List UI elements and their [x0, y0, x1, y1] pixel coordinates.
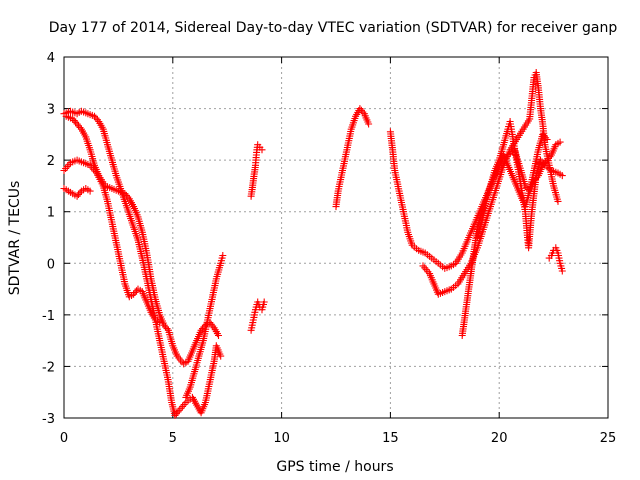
- data-point: [542, 134, 550, 142]
- chart-title: Day 177 of 2014, Sidereal Day-to-day VTE…: [49, 20, 618, 36]
- data-point: [197, 326, 205, 334]
- data-point: [540, 132, 548, 140]
- y-tick-label: 3: [47, 103, 55, 118]
- data-points: [60, 69, 566, 419]
- series-trace-g: [247, 298, 268, 334]
- data-point: [162, 323, 169, 331]
- data-point: [86, 187, 94, 195]
- y-tick-label: 4: [47, 51, 55, 66]
- data-point: [258, 146, 266, 154]
- data-point: [356, 105, 364, 113]
- series-trace-b: [62, 112, 222, 368]
- data-point: [179, 402, 187, 410]
- data-point: [538, 158, 546, 166]
- data-point: [75, 191, 82, 198]
- y-tick-label: 2: [47, 154, 55, 169]
- x-axis-label: GPS time / hours: [276, 459, 393, 475]
- series-trace-l: [545, 244, 566, 275]
- data-point: [76, 124, 84, 131]
- data-point: [219, 252, 227, 259]
- x-tick-label: 15: [382, 431, 399, 446]
- data-point: [174, 408, 182, 416]
- y-tick-label: -3: [42, 412, 55, 427]
- x-tick-label: 20: [491, 431, 508, 446]
- data-point: [122, 191, 130, 199]
- x-tick-label: 10: [273, 431, 290, 446]
- y-tick-label: 1: [47, 206, 55, 221]
- y-axis-label: SDTVAR / TECUs: [7, 181, 23, 296]
- data-point: [70, 117, 78, 125]
- series-trace-h: [332, 105, 373, 211]
- x-tick-label: 0: [60, 431, 68, 446]
- series-trace-a: [60, 107, 225, 419]
- data-point: [75, 122, 82, 130]
- data-point: [556, 138, 564, 146]
- data-point: [217, 352, 225, 360]
- series-trace-m: [473, 130, 551, 241]
- plot-border: [63, 56, 609, 419]
- data-point: [160, 321, 168, 329]
- x-tick-label: 25: [600, 431, 617, 446]
- data-point: [215, 332, 222, 339]
- data-point: [163, 325, 171, 333]
- series-trace-c: [60, 156, 164, 327]
- y-tick-label: 0: [47, 257, 55, 272]
- data-point: [365, 120, 373, 128]
- x-tick-label: 5: [169, 431, 177, 446]
- data-point: [558, 172, 566, 180]
- data-point: [539, 130, 547, 138]
- data-point: [171, 411, 179, 419]
- data-point: [76, 189, 84, 197]
- series-trace-f: [247, 141, 266, 200]
- data-point: [558, 267, 566, 275]
- data-point: [539, 160, 547, 168]
- data-point: [69, 115, 77, 123]
- data-point: [543, 136, 551, 143]
- data-point: [357, 106, 365, 114]
- y-tick-label: -1: [42, 309, 55, 324]
- grid: [64, 57, 608, 418]
- data-point: [172, 410, 180, 418]
- data-point: [73, 192, 81, 200]
- data-point: [156, 319, 164, 327]
- data-point: [121, 190, 129, 198]
- series-trace-d: [60, 185, 94, 200]
- data-point: [92, 114, 100, 122]
- data-point: [131, 289, 139, 296]
- data-point: [554, 197, 562, 205]
- data-point: [91, 112, 98, 120]
- plot-frame: [63, 56, 609, 419]
- data-point: [72, 118, 80, 126]
- y-axis-ticks: -3 -2 -1 0 1 2 3 4: [42, 51, 608, 427]
- data-point: [359, 108, 367, 116]
- series-trace-e: [182, 252, 227, 401]
- data-point: [124, 193, 132, 201]
- data-point: [130, 290, 138, 298]
- data-point: [260, 298, 268, 306]
- y-tick-label: -2: [42, 360, 55, 375]
